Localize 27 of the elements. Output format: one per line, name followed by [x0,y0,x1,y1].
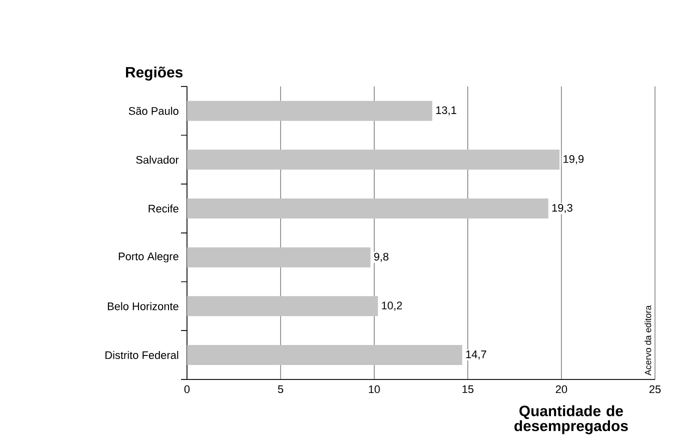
y-tick-label: Porto Alegre [118,252,178,262]
data-label: 9,8 [374,252,388,262]
x-axis-title: Quantidade de desempregados [514,405,628,434]
x-tick-label: 20 [556,385,568,394]
x-tick-label: 0 [184,385,190,394]
y-tick-label: Belo Horizonte [108,302,178,310]
data-label: 14,7 [466,350,486,360]
y-tick-label: Salvador [136,156,179,164]
x-tick-label: 5 [278,385,284,394]
bar [187,345,462,365]
bar [187,198,548,218]
bar [187,247,370,268]
bar [187,296,378,316]
x-tick-label: 25 [649,385,661,394]
data-label: 19,9 [564,155,584,164]
y-axis-title: Regiões [126,66,183,81]
bar [187,100,432,121]
y-tick-label: Recife [148,204,178,213]
annotation: Acervo da editora [644,305,652,376]
data-label: 19,3 [552,204,572,214]
data-label: 13,1 [436,106,456,116]
y-tick-label: Distrito Federal [106,350,178,360]
x-tick-label: 15 [462,385,474,394]
x-tick-label: 10 [368,385,380,394]
data-label: 10,2 [382,302,402,311]
bar [187,150,560,170]
y-tick-label: São Paulo [128,106,178,115]
